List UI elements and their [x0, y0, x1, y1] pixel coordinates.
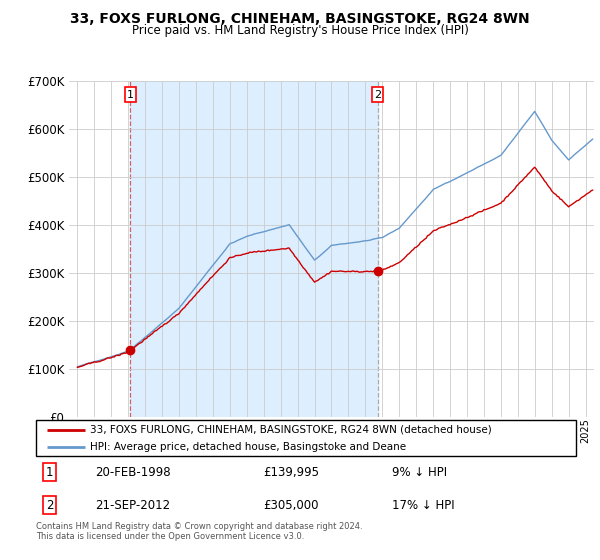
- Text: 2: 2: [374, 90, 381, 100]
- Text: 33, FOXS FURLONG, CHINEHAM, BASINGSTOKE, RG24 8WN (detached house): 33, FOXS FURLONG, CHINEHAM, BASINGSTOKE,…: [90, 425, 492, 435]
- Text: Contains HM Land Registry data © Crown copyright and database right 2024.
This d: Contains HM Land Registry data © Crown c…: [36, 522, 362, 542]
- Bar: [130, 81, 377, 417]
- Text: 33, FOXS FURLONG, CHINEHAM, BASINGSTOKE, RG24 8WN: 33, FOXS FURLONG, CHINEHAM, BASINGSTOKE,…: [70, 12, 530, 26]
- Text: 2: 2: [46, 498, 53, 512]
- Text: Price paid vs. HM Land Registry's House Price Index (HPI): Price paid vs. HM Land Registry's House …: [131, 24, 469, 37]
- Text: 20-FEB-1998: 20-FEB-1998: [95, 465, 171, 479]
- Text: 21-SEP-2012: 21-SEP-2012: [95, 498, 170, 512]
- Text: 1: 1: [46, 465, 53, 479]
- Text: £139,995: £139,995: [263, 465, 319, 479]
- Text: HPI: Average price, detached house, Basingstoke and Deane: HPI: Average price, detached house, Basi…: [90, 442, 406, 451]
- Text: £305,000: £305,000: [263, 498, 318, 512]
- FancyBboxPatch shape: [36, 420, 576, 456]
- Text: 1: 1: [127, 90, 134, 100]
- Text: 17% ↓ HPI: 17% ↓ HPI: [392, 498, 455, 512]
- Text: 9% ↓ HPI: 9% ↓ HPI: [392, 465, 448, 479]
